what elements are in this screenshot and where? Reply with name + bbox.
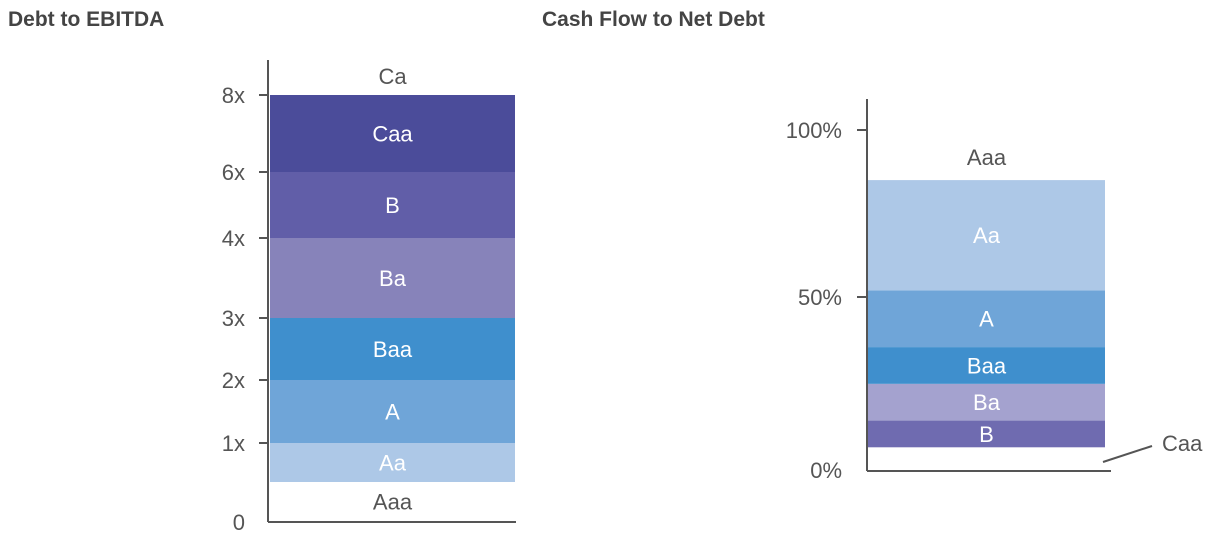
left-band-b [270, 172, 515, 238]
right-band-b [868, 420, 1105, 448]
right-band-aa [868, 180, 1105, 291]
right-band-baa [868, 347, 1105, 384]
right-band-label-b: B [979, 422, 994, 447]
left-band-label-ba: Ba [379, 266, 407, 291]
left-tick-label-1x: 1x [222, 431, 245, 456]
left-band-label-aaa: Aaa [373, 490, 413, 515]
left-band-label-b: B [385, 193, 400, 218]
left-band-ba [270, 238, 515, 318]
right-tick-label-0: 0% [810, 458, 842, 483]
left-band-label-caa: Caa [372, 122, 413, 147]
right-band-caa-leader [1102, 445, 1153, 463]
left-band-label-ca: Ca [378, 64, 407, 89]
left-tick-label-0: 0 [233, 510, 245, 535]
left-tick-label-2x: 2x [222, 368, 245, 393]
left-tick-label-8x: 8x [222, 83, 245, 108]
chart-title-cash-flow-to-net-debt: Cash Flow to Net Debt [542, 8, 765, 31]
left-band-a [270, 380, 515, 443]
chart-title-debt-to-ebitda: Debt to EBITDA [8, 8, 165, 31]
right-band-label-aa: Aa [973, 223, 1001, 248]
left-tick-label-4x: 4x [222, 226, 245, 251]
right-tick-label-50: 50% [798, 285, 842, 310]
left-band-baa [270, 318, 515, 380]
right-band-label-baa: Baa [967, 353, 1007, 378]
left-band-aaa [270, 482, 515, 521]
left-band-label-baa: Baa [373, 337, 413, 362]
left-tick-label-6x: 6x [222, 160, 245, 185]
right-band-a [868, 290, 1105, 348]
left-band-aa [270, 443, 515, 482]
left-band-label-a: A [385, 400, 400, 425]
left-band-label-aa: Aa [379, 451, 407, 476]
left-tick-label-3x: 3x [222, 306, 245, 331]
right-band-label-caa: Caa [1162, 431, 1203, 456]
right-band-label-a: A [979, 307, 994, 332]
right-band-label-ba: Ba [973, 390, 1001, 415]
left-band-caa [270, 95, 515, 172]
right-tick-label-100: 100% [786, 118, 842, 143]
right-band-ba [868, 383, 1105, 421]
right-band-label-aaa: Aaa [967, 145, 1007, 170]
